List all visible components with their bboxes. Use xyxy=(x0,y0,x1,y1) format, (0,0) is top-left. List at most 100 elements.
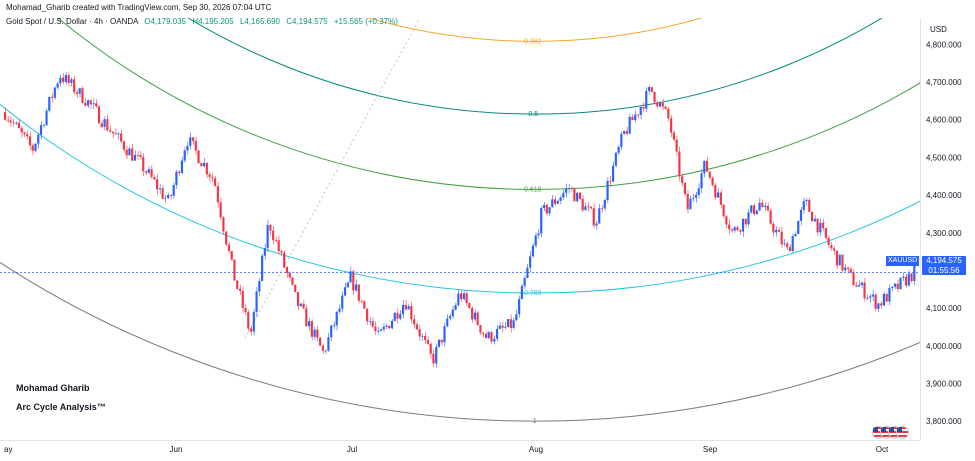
candle-body xyxy=(891,286,894,288)
candle-body xyxy=(529,256,532,268)
candle-body xyxy=(697,188,700,195)
candle-body xyxy=(846,267,850,269)
fib-arc-1 xyxy=(0,261,920,422)
candle-body xyxy=(711,177,714,186)
candle-body xyxy=(418,329,421,337)
candle-body xyxy=(31,145,34,151)
candle-body xyxy=(178,171,181,173)
candle-body xyxy=(565,188,568,193)
candle-body xyxy=(766,205,769,211)
candle-body xyxy=(6,119,9,121)
candle-body xyxy=(730,229,733,231)
candle-body xyxy=(623,131,626,134)
candle-body xyxy=(247,312,250,329)
candle-body xyxy=(559,197,562,201)
candle-body xyxy=(675,139,678,152)
candle-body xyxy=(352,271,355,291)
candle-body xyxy=(606,180,609,201)
candle-body xyxy=(822,222,825,229)
candle-body xyxy=(468,302,471,309)
candles xyxy=(4,71,916,368)
candle-body xyxy=(451,309,454,317)
candle-body xyxy=(567,188,570,189)
candle-body xyxy=(133,154,137,161)
candle-body xyxy=(197,150,200,164)
candle-body xyxy=(109,130,112,132)
candle-body xyxy=(205,163,208,175)
candle-body xyxy=(156,179,159,190)
candle-body xyxy=(764,205,767,208)
candle-body xyxy=(446,318,449,327)
candle-body xyxy=(131,148,134,161)
candle-body xyxy=(592,208,595,226)
candle-body xyxy=(893,283,897,287)
candle-body xyxy=(34,143,37,151)
candle-body xyxy=(12,122,15,124)
candle-body xyxy=(280,251,283,253)
price-tick-label: 4,700.000 xyxy=(926,78,962,87)
candle-body xyxy=(144,171,148,173)
candle-body xyxy=(628,116,631,134)
candle-body xyxy=(703,160,706,174)
candle-body xyxy=(728,224,731,230)
candle-body xyxy=(191,137,195,141)
candle-body xyxy=(75,92,79,94)
price-tick-label: 4,400.000 xyxy=(926,191,962,200)
candle-body xyxy=(73,79,76,93)
candle-body xyxy=(42,124,45,126)
us-flag-icon[interactable] xyxy=(896,426,909,439)
candle-body xyxy=(777,229,780,232)
candle-body xyxy=(120,133,123,142)
candle-body xyxy=(106,119,109,131)
candle-body xyxy=(338,308,341,312)
candle-body xyxy=(797,220,800,235)
candle-body xyxy=(537,233,540,236)
candle-body xyxy=(183,150,186,161)
candle-body xyxy=(214,178,217,187)
candle-body xyxy=(656,102,659,107)
candle-body xyxy=(241,290,244,308)
candle-body xyxy=(305,308,308,327)
price-tick-label: 4,500.000 xyxy=(926,153,962,162)
candle-body xyxy=(227,244,231,252)
close-value: C4,194.575 xyxy=(286,17,328,26)
candle-body xyxy=(366,308,369,322)
candle-body xyxy=(838,254,841,266)
candle-body xyxy=(368,321,371,322)
time-axis[interactable]: ay Jun Jul Aug Sep Oct xyxy=(4,445,889,454)
candle-body xyxy=(263,248,266,256)
economic-events[interactable] xyxy=(872,426,916,439)
candle-body xyxy=(913,265,916,282)
price-axis[interactable]: USD 4,800.000 4,700.000 4,600.000 4,500.000 4… xyxy=(926,25,962,426)
candle-body xyxy=(813,218,816,222)
symbol-info[interactable]: Gold Spot / U.S. Dollar · 4h · OANDA O4,… xyxy=(6,17,398,26)
candle-body xyxy=(17,122,20,129)
candle-body xyxy=(291,277,294,285)
candle-body xyxy=(852,272,855,286)
candle-body xyxy=(216,186,219,203)
candle-body xyxy=(542,204,546,208)
candle-body xyxy=(272,230,275,241)
candle-body xyxy=(316,329,319,338)
candle-body xyxy=(595,223,598,226)
candle-body xyxy=(904,276,908,286)
candle-body xyxy=(761,202,764,208)
candle-body xyxy=(249,328,253,332)
candle-body xyxy=(20,128,23,133)
candle-body xyxy=(288,272,291,278)
symbol-title[interactable]: Gold Spot / U.S. Dollar · 4h · OANDA xyxy=(6,17,139,26)
candle-body xyxy=(896,283,899,290)
candle-body xyxy=(125,149,128,156)
candle-body xyxy=(435,346,438,364)
candle-body xyxy=(404,304,407,310)
candle-body xyxy=(683,182,687,194)
candle-body xyxy=(658,102,662,107)
candle-body xyxy=(794,234,797,237)
candle-body xyxy=(548,207,551,214)
fib-arc-0-382 xyxy=(367,18,703,42)
candle-body xyxy=(236,280,239,289)
candle-body xyxy=(484,333,488,339)
candle-body xyxy=(490,332,493,342)
